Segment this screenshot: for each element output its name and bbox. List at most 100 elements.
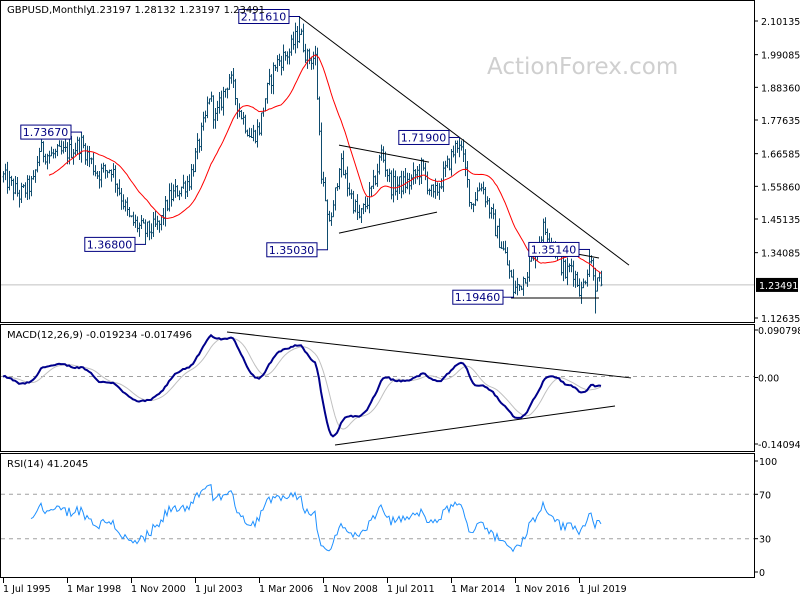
price-bar	[414, 169, 417, 184]
price-bar	[92, 152, 95, 176]
price-bar	[484, 187, 487, 208]
price-bar	[50, 146, 53, 157]
price-bar	[22, 184, 25, 188]
price-bar	[90, 157, 93, 165]
price-bar	[418, 164, 421, 186]
price-axis-label: 1.12635	[761, 314, 800, 325]
price-bar	[216, 100, 219, 121]
price-bar	[82, 135, 85, 149]
price-bar	[62, 141, 65, 154]
price-bar	[214, 107, 217, 129]
price-bar	[280, 55, 283, 76]
price-bar	[546, 228, 549, 244]
price-bar	[290, 34, 293, 56]
macd-label: MACD(12,26,9) -0.019234 -0.017496	[7, 330, 192, 341]
price-axis-label: 1.99085	[761, 51, 800, 62]
price-bar	[510, 269, 513, 278]
price-bar	[152, 211, 155, 238]
price-bar	[384, 151, 387, 177]
price-bar	[108, 169, 111, 174]
time-axis-label: 1 Nov 2008	[323, 584, 378, 595]
annotation-box	[20, 124, 72, 140]
price-bar	[458, 137, 461, 158]
price-bar	[322, 171, 325, 187]
price-bar	[570, 258, 573, 273]
rsi-panel[interactable]	[1, 484, 754, 553]
price-bar	[286, 51, 289, 65]
price-bar	[568, 263, 571, 273]
price-bar	[148, 220, 151, 241]
price-bar	[516, 277, 519, 296]
price-bar	[330, 212, 333, 226]
price-bar	[582, 278, 585, 289]
price-bar	[562, 254, 565, 282]
price-bar	[442, 161, 445, 192]
moving-average-line	[48, 54, 602, 274]
price-bar	[60, 140, 63, 155]
price-bar	[268, 68, 271, 86]
price-bar	[134, 214, 137, 228]
price-bar	[100, 163, 103, 188]
price-bar	[132, 211, 135, 226]
annotation-label: 1.73670	[23, 126, 69, 139]
price-bar	[478, 182, 481, 192]
price-bar	[56, 143, 59, 157]
price-bar	[58, 140, 61, 147]
price-bar	[432, 184, 435, 198]
price-bar	[206, 96, 209, 119]
price-bar	[398, 176, 401, 195]
price-bar	[258, 122, 261, 136]
price-bar	[444, 160, 447, 178]
price-bar	[174, 179, 177, 198]
price-bar	[410, 174, 413, 190]
macd-panel-border	[0, 324, 755, 452]
price-panel[interactable]: 1.73670 1.36800 2.11610 1.35030 1.71900 1.194…	[1, 9, 754, 314]
price-bar	[392, 168, 395, 203]
price-bar	[160, 215, 163, 231]
price-bar	[528, 253, 531, 282]
price-bar	[210, 91, 213, 102]
time-axis-label: 1 Jul 2003	[195, 584, 243, 595]
price-bar	[600, 270, 603, 287]
price-bar	[574, 270, 577, 288]
rsi-label: RSI(14) 41.2045	[7, 459, 88, 470]
price-bar	[260, 112, 263, 136]
price-trendline	[338, 211, 438, 234]
macd-panel[interactable]	[1, 331, 754, 446]
price-bar	[230, 71, 233, 84]
price-bar	[36, 155, 39, 173]
price-bar	[38, 147, 41, 167]
time-axis-label: 1 Jul 2019	[579, 584, 627, 595]
price-bar	[420, 157, 423, 184]
price-bar	[190, 163, 193, 190]
price-bar	[508, 260, 511, 279]
price-bar	[294, 22, 297, 54]
current-price-tag	[756, 277, 798, 292]
price-bar	[224, 88, 227, 98]
price-bar	[170, 182, 173, 207]
price-bar	[500, 241, 503, 249]
price-bar	[16, 177, 19, 197]
price-bar	[4, 163, 7, 181]
price-bar	[430, 184, 433, 197]
price-bar	[252, 124, 255, 142]
price-bar	[54, 148, 57, 159]
price-bar	[256, 119, 259, 148]
price-bar	[326, 199, 329, 250]
price-bar	[112, 163, 115, 178]
price-bar	[276, 55, 279, 72]
price-bar	[194, 148, 197, 173]
price-bar	[592, 258, 595, 281]
time-axis-label: 1 Jul 2011	[387, 584, 435, 595]
price-bar	[394, 170, 397, 196]
macd-axis-label: 0.00	[758, 374, 779, 385]
price-bar	[482, 181, 485, 195]
price-bar	[564, 259, 567, 279]
price-bar	[468, 179, 471, 207]
price-bar	[116, 183, 119, 197]
time-axis-label: 1 Mar 2006	[259, 584, 313, 595]
price-bar	[14, 175, 17, 195]
price-bar	[470, 201, 473, 210]
